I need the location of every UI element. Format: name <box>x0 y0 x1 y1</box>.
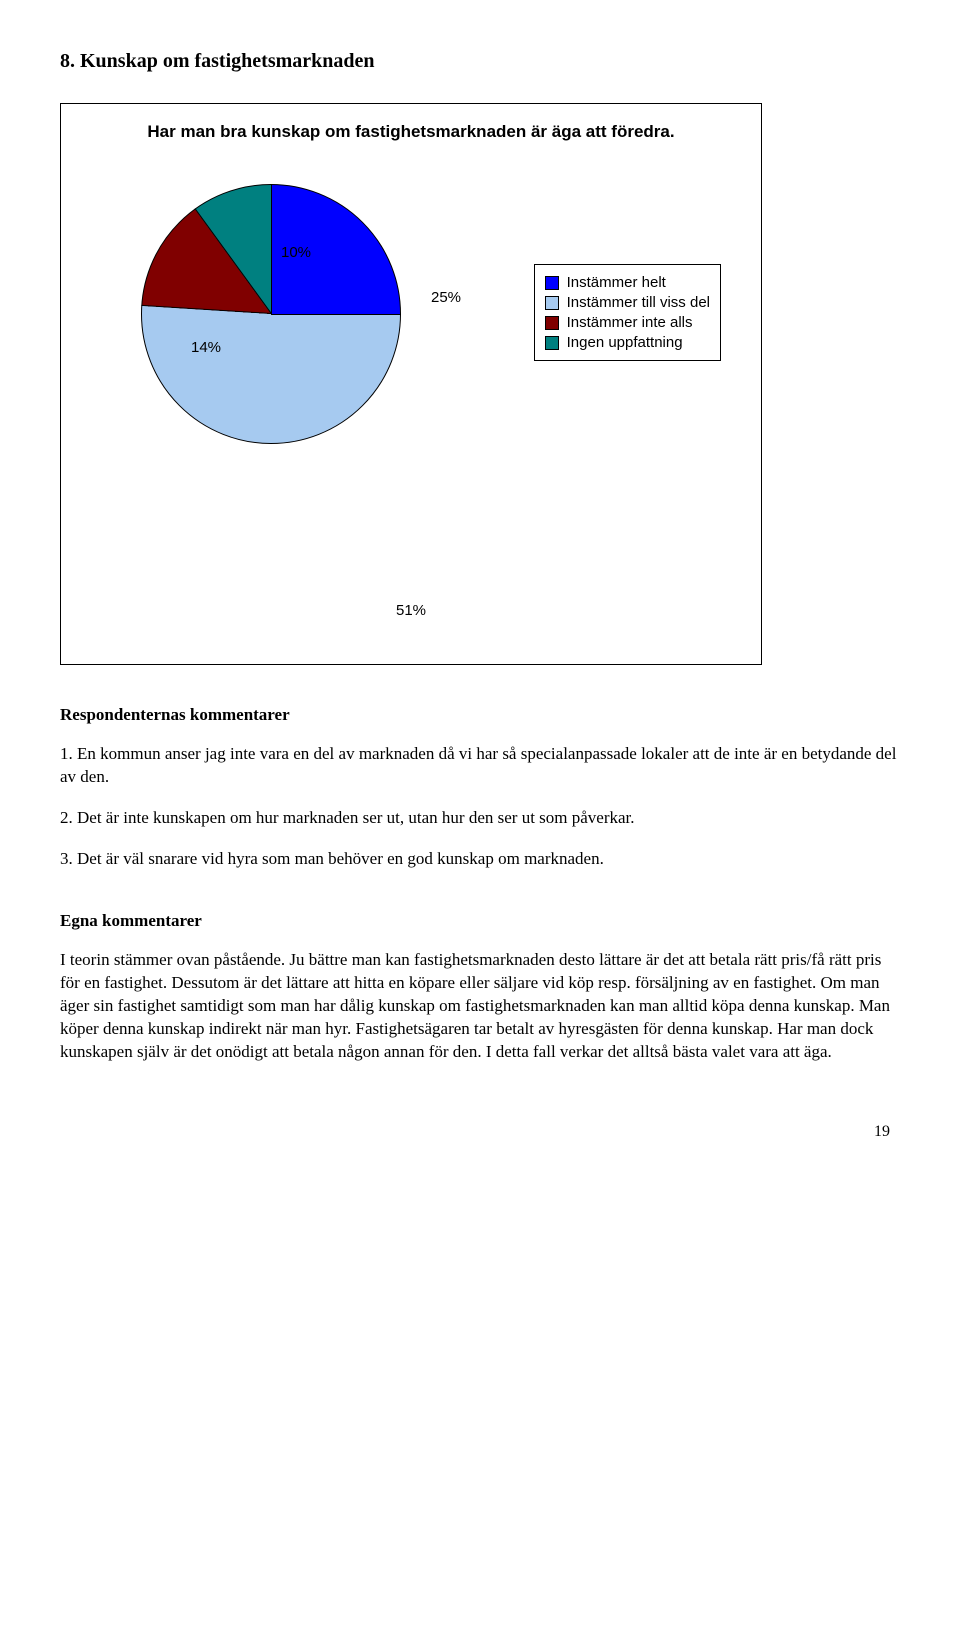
legend-label: Instämmer till viss del <box>567 294 710 311</box>
respondent-comment-1: 1. En kommun anser jag inte vara en del … <box>60 743 900 789</box>
legend-label: Ingen uppfattning <box>567 334 683 351</box>
legend-item: Instämmer helt <box>545 274 710 291</box>
respondent-heading: Respondenternas kommentarer <box>60 705 900 725</box>
legend-swatch <box>545 276 559 290</box>
respondent-comment-3: 3. Det är väl snarare vid hyra som man b… <box>60 848 900 871</box>
legend-swatch <box>545 336 559 350</box>
section-title: 8. Kunskap om fastighetsmarknaden <box>60 50 900 73</box>
legend-item: Instämmer inte alls <box>545 314 710 331</box>
respondent-comment-2: 2. Det är inte kunskapen om hur marknade… <box>60 807 900 830</box>
chart-legend: Instämmer helt Instämmer till viss del I… <box>534 264 721 361</box>
legend-swatch <box>545 296 559 310</box>
pct-label-25: 25% <box>431 289 461 306</box>
pct-label-14: 14% <box>191 339 221 356</box>
legend-item: Instämmer till viss del <box>545 294 710 311</box>
page-number: 19 <box>60 1123 900 1141</box>
chart-title: Har man bra kunskap om fastighetsmarknad… <box>61 122 761 142</box>
pct-label-51: 51% <box>61 602 761 619</box>
own-body: I teorin stämmer ovan påstående. Ju bätt… <box>60 949 900 1064</box>
pie-chart-box: Har man bra kunskap om fastighetsmarknad… <box>60 103 762 665</box>
pie-chart <box>141 184 401 444</box>
own-heading: Egna kommentarer <box>60 911 900 931</box>
legend-label: Instämmer helt <box>567 274 666 291</box>
legend-item: Ingen uppfattning <box>545 334 710 351</box>
legend-swatch <box>545 316 559 330</box>
legend-label: Instämmer inte alls <box>567 314 693 331</box>
pct-label-10: 10% <box>281 244 311 261</box>
